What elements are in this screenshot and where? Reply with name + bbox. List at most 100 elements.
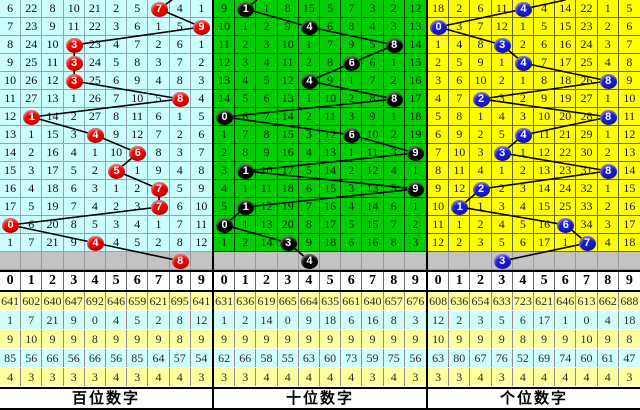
stat-cell: 73 bbox=[341, 349, 363, 367]
miss-count-cell: 2 bbox=[597, 18, 619, 36]
stat-cell: 7 bbox=[21, 311, 43, 329]
miss-count-cell: 7 bbox=[127, 36, 149, 54]
miss-count-cell: 3 bbox=[449, 18, 471, 36]
miss-count-cell: 2 bbox=[512, 162, 534, 180]
stat-cell: 657 bbox=[384, 292, 405, 310]
miss-count-cell: 8 bbox=[277, 0, 299, 18]
miss-count-cell: 7 bbox=[169, 54, 191, 72]
stat-cell: 9 bbox=[64, 311, 85, 329]
miss-count-cell: 1 bbox=[491, 54, 513, 72]
miss-count-cell: 24 bbox=[555, 180, 577, 198]
miss-count-cell: 1 bbox=[214, 126, 236, 144]
miss-count-cell: 4 bbox=[169, 162, 191, 180]
miss-count-cell: 8 bbox=[362, 90, 384, 108]
miss-count-cell: 26 bbox=[84, 90, 106, 108]
miss-count-cell: 22 bbox=[21, 0, 43, 18]
miss-count-cell: 9 bbox=[428, 180, 450, 198]
miss-count-cell: 11 bbox=[127, 108, 149, 126]
digit-header-cell: 0 bbox=[0, 272, 22, 290]
miss-count-cell: 18 bbox=[320, 234, 342, 252]
miss-count-cell: 1 bbox=[555, 234, 577, 252]
miss-count-cell: 2 bbox=[63, 108, 85, 126]
miss-count-cell: 12 bbox=[449, 180, 471, 198]
separator-row bbox=[214, 252, 426, 270]
miss-count-cell: 4 bbox=[362, 18, 384, 36]
stat-cell: 3 bbox=[412, 370, 419, 384]
miss-count-cell: 13 bbox=[534, 162, 556, 180]
drawn-number-circle: 3 bbox=[279, 235, 297, 251]
miss-count-cell: 17 bbox=[42, 162, 64, 180]
miss-count-cell: 13 bbox=[42, 90, 64, 108]
miss-count-cell: 17 bbox=[277, 162, 299, 180]
miss-count-cell: 9 bbox=[362, 108, 384, 126]
miss-count-cell: 11 bbox=[491, 0, 513, 18]
stat-cell: 3 bbox=[362, 368, 384, 386]
stat-cell: 12 bbox=[428, 311, 450, 329]
digit-header-cell: 7 bbox=[576, 272, 598, 290]
miss-count-cell: 14 bbox=[277, 108, 299, 126]
miss-count-cell: 10 bbox=[362, 126, 384, 144]
grid-row: 1 7 8 15 3 12 10 2 19 bbox=[214, 126, 426, 144]
stat-cell: 695 bbox=[170, 292, 191, 310]
miss-count-cell: 12 bbox=[618, 126, 640, 144]
miss-count-cell: 3 bbox=[84, 180, 106, 198]
miss-count-cell: 6 bbox=[169, 36, 191, 54]
stat-cell: 12 bbox=[195, 313, 208, 327]
miss-count-cell: 10 bbox=[449, 144, 471, 162]
miss-count-cell: 4 bbox=[491, 216, 513, 234]
separator-cell bbox=[42, 252, 64, 270]
drawn-number-circle: 2 bbox=[472, 91, 490, 107]
miss-count-cell: 2 bbox=[597, 198, 619, 216]
stat-cell: 633 bbox=[492, 292, 513, 310]
miss-count-cell: 2 bbox=[341, 90, 363, 108]
drawn-number-circle: 8 bbox=[171, 91, 189, 107]
miss-count-cell: 16 bbox=[618, 198, 640, 216]
miss-count-cell: 3 bbox=[256, 36, 278, 54]
drawn-number-circle: 4 bbox=[300, 253, 318, 269]
miss-count-cell: 11 bbox=[0, 90, 22, 108]
separator-cell bbox=[235, 252, 257, 270]
miss-count-cell: 5 bbox=[127, 0, 149, 18]
miss-count-cell: 3 bbox=[341, 108, 363, 126]
miss-count-cell: 15 bbox=[404, 54, 426, 72]
grid-row: 3 7 12 1 5 15 23 2 6 bbox=[428, 18, 640, 36]
miss-count-cell: 15 bbox=[0, 162, 22, 180]
stat-cell: 64 bbox=[148, 349, 170, 367]
stat-cell: 9 bbox=[492, 330, 513, 348]
stat-cell: 9 bbox=[320, 330, 342, 348]
stat-cell: 74 bbox=[555, 349, 577, 367]
miss-count-cell: 21 bbox=[42, 234, 64, 252]
miss-count-cell: 6 bbox=[190, 126, 212, 144]
drawn-number-circle: 4 bbox=[300, 73, 318, 89]
miss-count-cell: 5 bbox=[341, 216, 363, 234]
stat-cell: 4 bbox=[513, 368, 534, 386]
miss-count-cell: 1 bbox=[512, 72, 534, 90]
miss-count-cell: 8 bbox=[106, 108, 128, 126]
stat-cell: 613 bbox=[576, 292, 598, 310]
stat-cell: 723 bbox=[513, 292, 534, 310]
miss-count-cell: 25 bbox=[576, 54, 598, 72]
miss-count-cell: 14 bbox=[42, 108, 64, 126]
miss-count-cell: 6 bbox=[618, 18, 640, 36]
stat-cell: 18 bbox=[320, 311, 342, 329]
miss-count-cell: 3 bbox=[362, 0, 384, 18]
stat-row: 85 56 66 56 66 56 85 64 57 54 bbox=[0, 349, 212, 368]
miss-count-cell: 11 bbox=[428, 216, 450, 234]
digit-header-cell: 6 bbox=[555, 272, 577, 290]
miss-count-cell: 1 bbox=[0, 234, 22, 252]
stat-row: 9 10 9 9 8 9 9 9 8 9 bbox=[0, 330, 212, 349]
grid-row: 16 4 18 6 3 1 2 5 9 bbox=[0, 180, 212, 198]
stat-cell: 3 bbox=[198, 370, 205, 384]
miss-count-cell: 8 bbox=[63, 216, 85, 234]
stat-cell: 4 bbox=[170, 368, 191, 386]
miss-count-cell: 31 bbox=[576, 162, 598, 180]
miss-count-cell: 14 bbox=[618, 162, 640, 180]
miss-count-cell: 7 bbox=[428, 144, 450, 162]
miss-count-cell: 1 bbox=[404, 198, 426, 216]
miss-count-cell: 1 bbox=[298, 90, 320, 108]
stat-cell: 60 bbox=[320, 349, 342, 367]
stat-cell: 3 bbox=[64, 368, 85, 386]
miss-count-cell: 2 bbox=[383, 0, 405, 18]
stat-cell: 688 bbox=[620, 294, 639, 308]
separator-cell bbox=[383, 252, 405, 270]
